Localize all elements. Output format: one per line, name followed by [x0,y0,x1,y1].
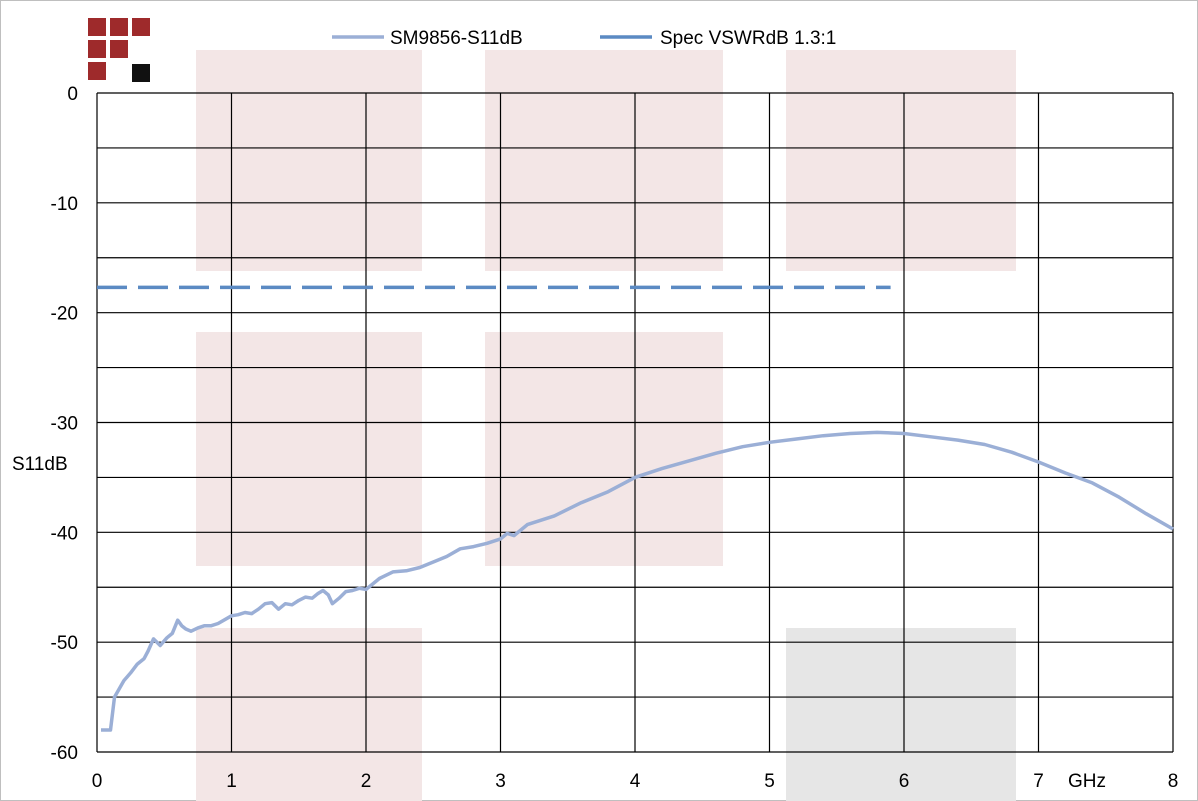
series-line-s11 [101,430,1174,732]
legend-label-spec: Spec VSWRdB 1.3:1 [660,28,836,49]
legend: SM9856-S11dB Spec VSWRdB 1.3:1 [332,28,836,49]
x-tick-label: 2 [361,771,372,792]
x-axis-label: GHz [1068,771,1106,792]
x-tick-label: 3 [495,771,506,792]
x-tick-label: 1 [226,771,237,792]
x-tick-label: 6 [899,771,910,792]
y-tick-label: -10 [51,194,78,215]
legend-label-s11: SM9856-S11dB [390,28,523,49]
y-tick-label: -30 [51,414,78,435]
y-axis-label: S11dB [12,454,68,475]
x-tick-label: 0 [92,771,103,792]
logo [88,18,150,82]
y-tick-label: -60 [51,743,78,764]
y-axis-ticks: 0 -10 -20 -30 -40 -50 -60 [51,84,78,764]
x-tick-label: 4 [630,771,641,792]
y-tick-label: -50 [51,633,78,654]
x-tick-label: 8 [1168,771,1179,792]
y-tick-label: -20 [51,304,78,325]
watermark [196,50,1016,801]
y-tick-label: 0 [67,84,78,105]
grid [96,92,1174,753]
x-axis-ticks: 0 1 2 3 4 5 6 7 8 [92,771,1179,792]
x-tick-label: 5 [764,771,775,792]
series-layer [97,285,1174,732]
y-tick-label: -40 [51,523,78,544]
x-tick-label: 7 [1033,771,1044,792]
